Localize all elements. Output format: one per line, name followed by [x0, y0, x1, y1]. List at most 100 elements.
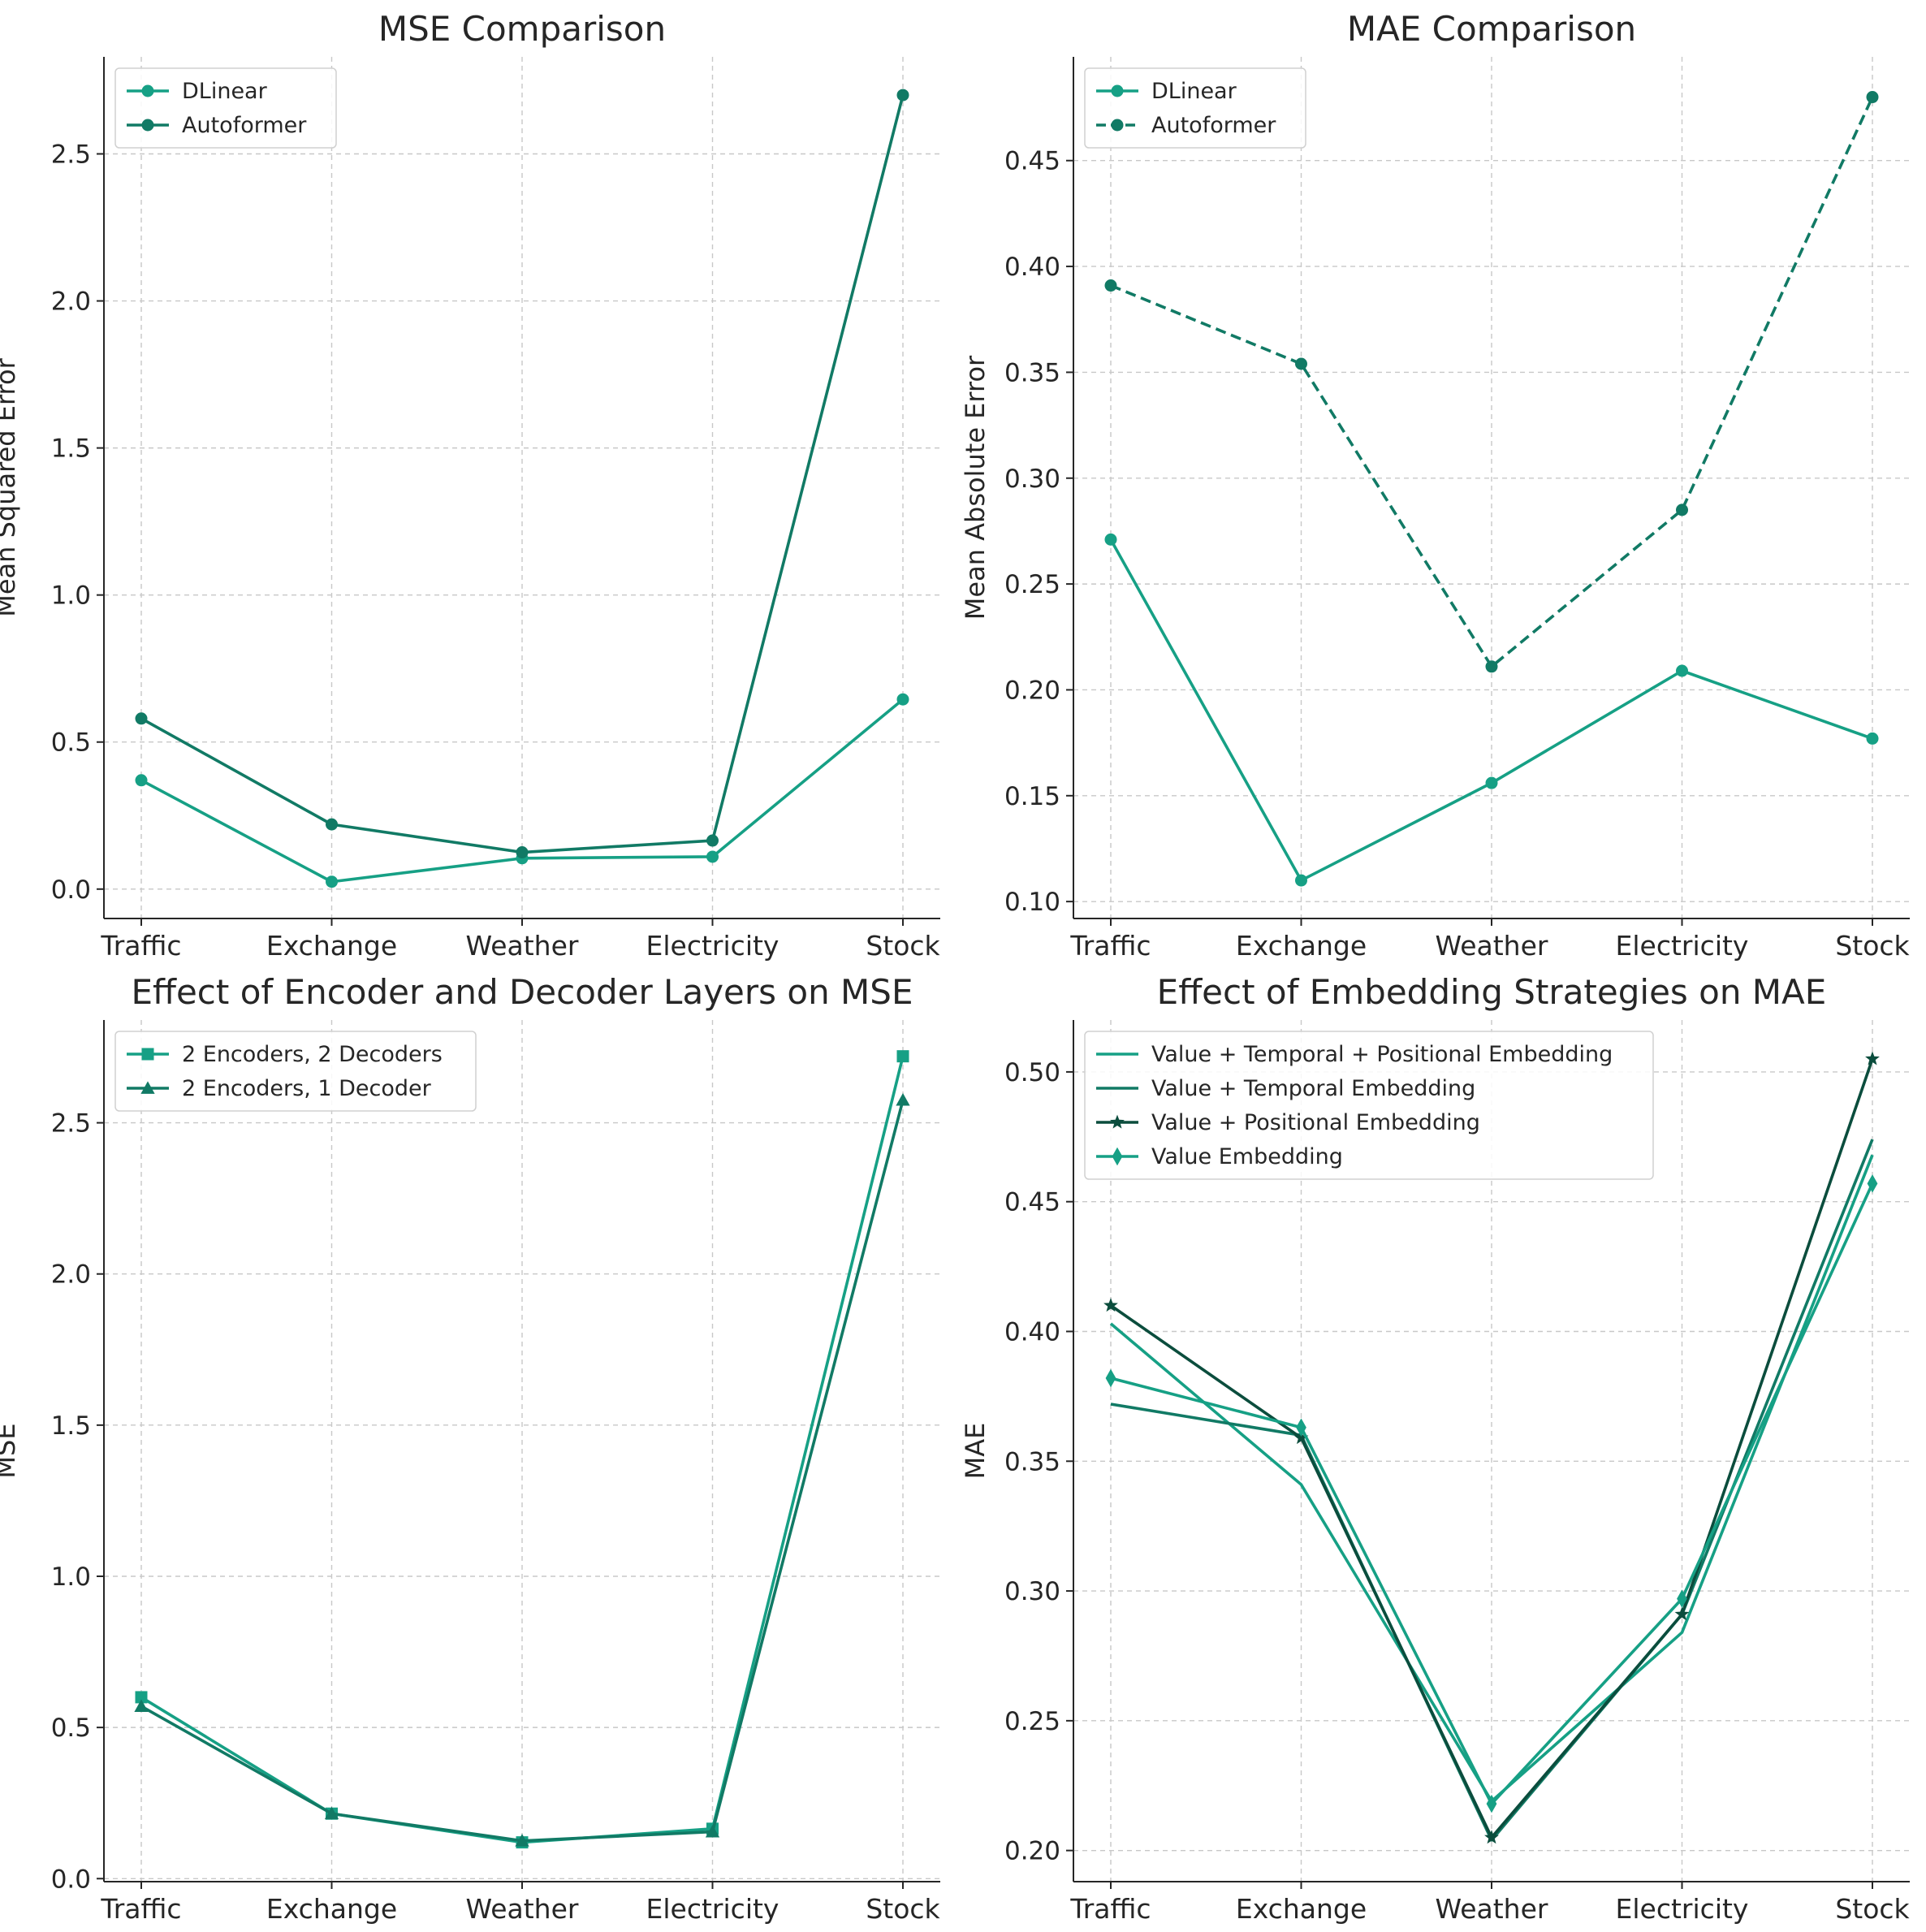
series-3 — [1103, 1051, 1880, 1844]
y-tick-label: 0.20 — [1004, 676, 1060, 705]
x-tick-label: Stock — [1835, 930, 1910, 962]
legend-label: Value + Temporal Embedding — [1151, 1076, 1475, 1101]
legend: DLinear Autoformer — [114, 67, 337, 149]
x-tick-label: Electricity — [646, 1893, 779, 1925]
legend-marker — [140, 1081, 155, 1094]
legend-label: DLinear — [1151, 79, 1237, 104]
y-axis-label: Mean Squared Error — [0, 357, 21, 616]
legend-box — [114, 1031, 477, 1112]
data-point — [706, 850, 719, 863]
x-tick-label: Electricity — [646, 930, 779, 962]
data-point — [1296, 1418, 1306, 1437]
y-tick-label: 0.50 — [1004, 1058, 1060, 1087]
legend-marker — [1111, 84, 1124, 97]
y-tick-label: 1.5 — [51, 434, 91, 464]
data-point — [705, 1824, 720, 1838]
y-tick-label: 2.5 — [51, 1109, 91, 1139]
series-1 — [1104, 533, 1879, 887]
y-tick-label: 0.20 — [1004, 1837, 1060, 1866]
legend-marker — [141, 1048, 154, 1061]
x-tick-label: Traffic — [1069, 1893, 1151, 1925]
data-point — [1104, 533, 1117, 546]
y-tick-label: 0.15 — [1004, 782, 1060, 811]
y-tick-label: 0.45 — [1004, 147, 1060, 176]
data-point — [1486, 1794, 1497, 1813]
x-tick-label: Stock — [866, 930, 940, 962]
data-point — [324, 1806, 339, 1820]
data-point — [1866, 732, 1879, 745]
data-point — [1677, 1589, 1687, 1608]
y-tick-label: 0.45 — [1004, 1188, 1060, 1217]
gridlines — [1073, 1020, 1910, 1882]
data-point — [1103, 1298, 1118, 1312]
data-point — [515, 1834, 529, 1847]
y-tick-label: 0.0 — [51, 1865, 91, 1894]
x-tick-label: Weather — [466, 1893, 579, 1925]
y-tick-label: 0.40 — [1004, 1317, 1060, 1346]
legend: 2 Encoders, 2 Decoders 2 Encoders, 1 Deco… — [114, 1031, 477, 1112]
legend-label: 2 Encoders, 1 Decoder — [182, 1076, 432, 1101]
y-tick-label: 0.40 — [1004, 253, 1060, 282]
data-point — [1104, 279, 1117, 292]
y-tick-label: 1.0 — [51, 1562, 91, 1592]
data-point — [896, 1050, 909, 1063]
legend-label: Value + Positional Embedding — [1151, 1110, 1480, 1135]
y-tick-label: 2.5 — [51, 140, 91, 169]
legend: DLinear Autoformer — [1084, 67, 1306, 149]
y-tick-label: 0.35 — [1004, 1447, 1060, 1476]
data-point — [1866, 91, 1879, 104]
chart-title: MSE Comparison — [378, 9, 666, 49]
x-tick-label: Electricity — [1616, 930, 1749, 962]
legend-marker — [1111, 119, 1124, 132]
data-point — [1485, 776, 1498, 789]
series-2 — [134, 1093, 910, 1847]
gridlines — [1073, 57, 1910, 918]
x-tick-label: Traffic — [100, 930, 181, 962]
data-point — [1295, 874, 1307, 887]
x-tick-label: Exchange — [1236, 1893, 1367, 1925]
data-point — [1295, 357, 1307, 370]
legend-box — [114, 67, 337, 149]
data-point — [896, 1093, 910, 1106]
y-tick-label: 1.5 — [51, 1411, 91, 1441]
data-point — [1484, 1830, 1499, 1844]
data-point — [135, 774, 148, 787]
data-point — [896, 89, 909, 102]
x-tick-label: Exchange — [1236, 930, 1367, 962]
y-tick-label: 2.0 — [51, 287, 91, 317]
x-tick-label: Exchange — [266, 930, 397, 962]
y-tick-label: 2.0 — [51, 1260, 91, 1290]
legend-box — [1084, 1031, 1654, 1180]
gridlines — [104, 57, 940, 918]
legend-marker — [141, 119, 154, 132]
data-point — [1485, 660, 1498, 673]
legend-label: 2 Encoders, 2 Decoders — [182, 1042, 443, 1067]
data-point — [1293, 1430, 1309, 1445]
data-point — [1867, 1174, 1878, 1193]
y-tick-label: 0.10 — [1004, 888, 1060, 917]
legend: Value + Temporal + Positional Embedding V… — [1084, 1031, 1654, 1180]
x-tick-label: Weather — [1436, 1893, 1548, 1925]
chart-title: MAE Comparison — [1347, 9, 1636, 49]
chart-panel-2: Traffic Exchange Weather Electricity Stock 0.… — [960, 9, 1911, 962]
legend-marker — [1110, 1114, 1125, 1129]
series-line — [1110, 96, 1874, 668]
legend-label: Value + Temporal + Positional Embedding — [1151, 1042, 1613, 1067]
data-point — [706, 834, 719, 847]
x-tick-label: Stock — [866, 1893, 940, 1925]
series-2 — [135, 89, 909, 859]
series-2 — [1104, 91, 1879, 673]
x-tick-label: Stock — [1835, 1893, 1910, 1925]
chart-title: Effect of Encoder and Decoder Layers on … — [131, 972, 913, 1012]
x-tick-label: Exchange — [266, 1893, 397, 1925]
y-axis-label: MSE — [0, 1423, 21, 1478]
y-tick-label: 1.0 — [51, 581, 91, 611]
data-point — [896, 693, 909, 706]
chart-title: Effect of Embedding Strategies on MAE — [1157, 972, 1827, 1012]
data-point — [326, 818, 338, 831]
data-point — [1865, 1051, 1880, 1065]
y-tick-label: 0.5 — [51, 1714, 91, 1743]
legend-box — [1084, 67, 1306, 149]
y-tick-label: 0.5 — [51, 728, 91, 758]
y-tick-label: 0.30 — [1004, 465, 1060, 494]
